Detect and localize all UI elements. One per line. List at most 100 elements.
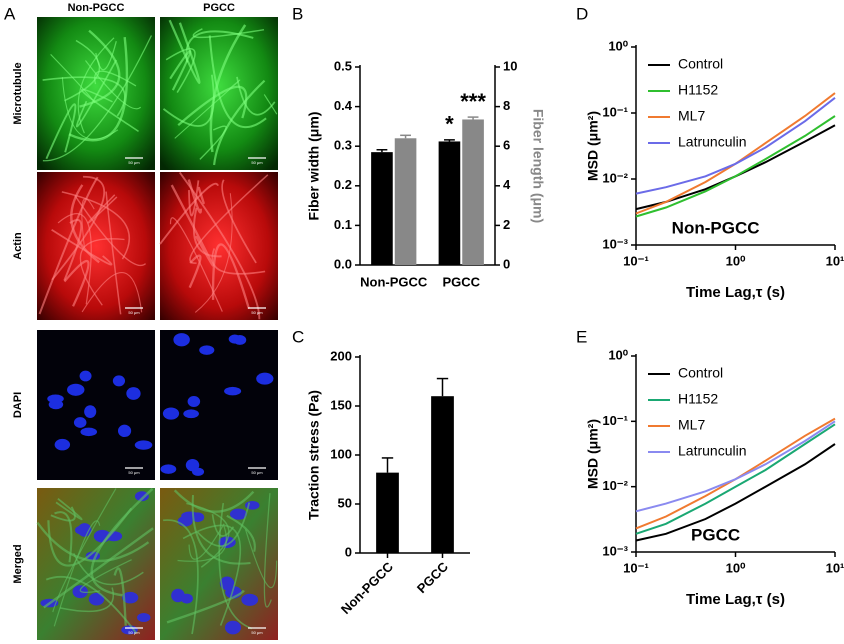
y-axis-label: MSD (μm²): [585, 419, 601, 489]
legend-label: H1152: [678, 82, 718, 98]
y-axis-label: Traction stress (Pa): [306, 390, 322, 520]
nucleus: [191, 467, 205, 476]
x-tick-label: 10⁻¹: [623, 560, 649, 575]
legend-label: ML7: [678, 108, 705, 124]
nucleus: [241, 593, 259, 606]
column-label: PGCC: [203, 2, 235, 14]
scale-bar-label: 50 μm: [251, 160, 263, 165]
fiber: [165, 48, 196, 93]
annotation: Non-PGCC: [672, 218, 760, 237]
fiber: [213, 79, 266, 166]
y2-axis-label: Fiber length (μm): [530, 109, 546, 223]
nucleus: [122, 591, 139, 604]
nucleus: [183, 409, 199, 419]
fiber: [163, 519, 199, 635]
fiber: [169, 50, 192, 91]
nucleus: [180, 593, 193, 604]
legend-label: ML7: [678, 417, 705, 433]
fiber: [192, 28, 265, 39]
legend-label: Control: [678, 365, 723, 381]
legend-label: H1152: [678, 391, 718, 407]
fiber: [209, 24, 247, 153]
y-tick-label: 0.1: [334, 217, 352, 232]
fiber: [72, 553, 144, 586]
nucleus: [173, 333, 190, 347]
fiber: [75, 59, 118, 128]
nucleus: [134, 440, 153, 450]
fiber: [55, 498, 83, 521]
scale-bar-label: 50 μm: [128, 310, 140, 315]
y-tick-label: 10⁻³: [602, 543, 628, 558]
fiber: [50, 506, 76, 522]
bar: [371, 152, 393, 265]
panel-label: C: [292, 327, 304, 346]
fiber: [208, 35, 267, 129]
y-tick-label: 0.5: [334, 58, 352, 73]
fiber: [188, 254, 202, 289]
legend-label: Latrunculin: [678, 134, 747, 150]
fiber: [77, 37, 115, 134]
fiber: [81, 88, 139, 132]
fiber: [79, 29, 121, 108]
y-tick-label: 100: [330, 446, 352, 461]
fiber: [42, 76, 126, 117]
fiber: [105, 191, 122, 315]
y-tick-label: 0.3: [334, 138, 352, 153]
nucleus: [126, 387, 141, 400]
fiber: [79, 238, 125, 306]
nucleus: [187, 396, 201, 408]
fiber: [263, 493, 272, 608]
y-axis-label: MSD (μm²): [585, 111, 601, 181]
fiber: [168, 19, 201, 84]
fiber: [85, 60, 142, 110]
column-label: Non-PGCC: [68, 2, 125, 14]
y-tick-label: 10⁻¹: [602, 413, 628, 428]
nucleus: [67, 383, 85, 396]
fiber: [70, 184, 100, 264]
fiber: [36, 521, 150, 563]
bar: [462, 119, 484, 265]
y-tick-label: 10⁰: [608, 347, 628, 362]
nucleus: [84, 405, 97, 418]
panel-label: D: [576, 4, 588, 23]
y2-tick-label: 2: [503, 217, 510, 232]
fiber: [63, 260, 90, 307]
fiber: [244, 529, 278, 589]
panel-label: E: [576, 327, 587, 346]
panel-label: A: [4, 4, 16, 23]
y-tick-label: 0: [345, 544, 352, 559]
fiber: [211, 514, 235, 537]
micrograph: [160, 330, 278, 480]
legend-label: Control: [678, 56, 723, 72]
y2-tick-label: 6: [503, 138, 510, 153]
bar: [376, 472, 399, 553]
annotation: PGCC: [691, 525, 740, 544]
series-line: [635, 423, 836, 535]
scale-bar-label: 50 μm: [128, 160, 140, 165]
fiber: [79, 559, 132, 593]
fiber: [51, 228, 113, 266]
significance: ***: [460, 89, 486, 114]
fiber: [68, 37, 129, 142]
fiber: [38, 176, 99, 315]
x-tick-label: 10¹: [826, 560, 844, 575]
fiber: [221, 179, 257, 264]
series-line: [635, 92, 836, 215]
fiber: [218, 502, 253, 630]
fiber: [57, 213, 92, 305]
fiber: [263, 94, 278, 115]
image-panel: 50 μm 50 μm 50 μm 50 μm 50 μm 50 μm 50 μm 50 μm: [36, 17, 278, 640]
nucleus: [224, 386, 242, 396]
fiber: [174, 79, 241, 139]
fiber: [196, 502, 251, 547]
fiber: [188, 523, 225, 560]
y2-tick-label: 0: [503, 256, 510, 271]
fiber: [211, 243, 251, 310]
fiber: [74, 195, 147, 267]
fiber: [182, 524, 242, 626]
y-tick-label: 10⁻³: [602, 236, 628, 251]
fiber: [81, 272, 143, 313]
fiber: [236, 76, 276, 116]
fiber: [178, 171, 261, 320]
nucleus: [229, 508, 248, 520]
